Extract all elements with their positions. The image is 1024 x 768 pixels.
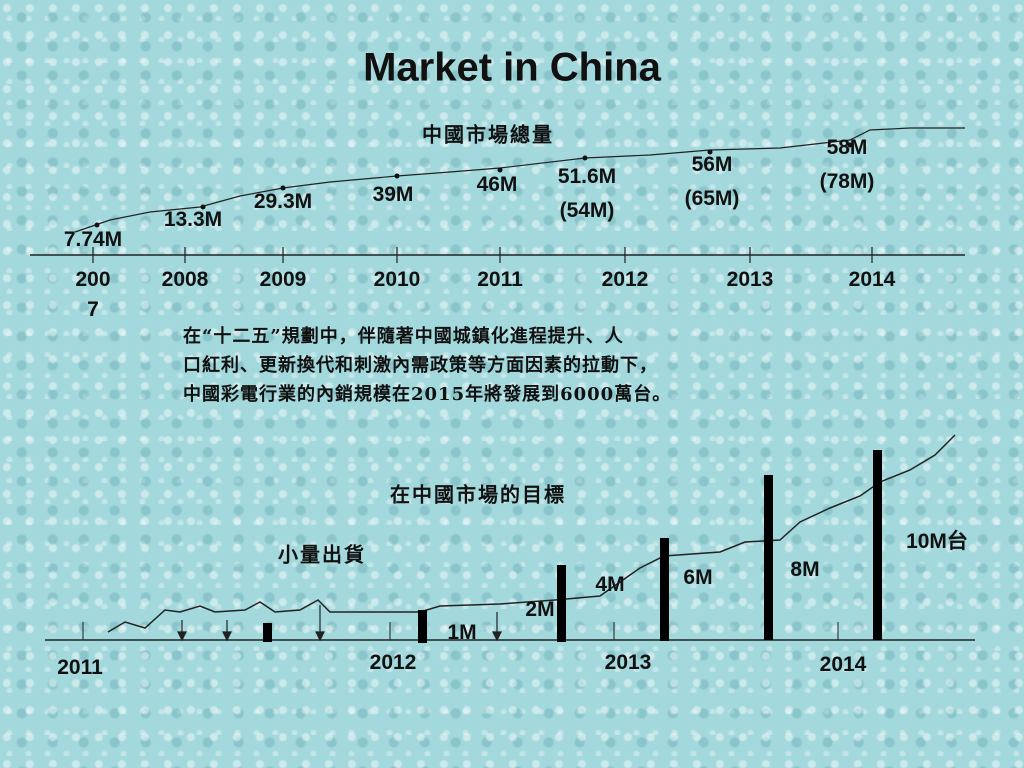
year-label: 2013: [604, 651, 652, 674]
target-label: 4M: [595, 573, 625, 596]
value-label: 13.3M: [163, 208, 223, 231]
trend-line: [74, 127, 965, 233]
year-label: 2013: [726, 268, 774, 291]
target-label: 8M: [790, 558, 820, 581]
value-label: 51.6M: [557, 165, 617, 188]
year-label: 2012: [601, 268, 649, 291]
year-label: 2010: [373, 268, 421, 291]
value-label: 46M: [476, 173, 518, 196]
point: [280, 185, 286, 191]
forecast-label: (54M): [559, 199, 615, 222]
annotation: 小量出貨: [278, 542, 366, 567]
value-label: 39M: [372, 183, 414, 206]
point: [394, 173, 400, 179]
tick-group: [92, 142, 873, 263]
year-label: 2009: [259, 268, 307, 291]
paragraph: 在“十二五”規劃中，伴隨著中國城鎮化進程提升、人 口紅利、更新換代和刺激內需政策…: [183, 322, 671, 409]
year-label: 2008: [161, 268, 209, 291]
chart-title: 中國市場總量: [422, 122, 554, 147]
target-label: 2M: [525, 598, 555, 621]
point: [94, 222, 100, 228]
year-label: 2007: [75, 268, 111, 321]
year-label: 2014: [819, 653, 867, 676]
value-label: 58M: [826, 136, 868, 159]
point: [200, 204, 206, 210]
slide-title: Market in China: [363, 45, 661, 90]
target-label: 10M台: [906, 530, 968, 553]
bars: [263, 450, 882, 643]
point: [847, 142, 853, 148]
point: [582, 155, 588, 161]
forecast-label: (78M): [819, 170, 875, 193]
point: [497, 167, 503, 173]
year-label: 2011: [477, 268, 523, 291]
point: [707, 149, 713, 155]
tick-group: [82, 622, 839, 640]
target-label: 6M: [683, 566, 713, 589]
chart-title: 在中國市場的目標: [390, 482, 566, 507]
value-label: 56M: [691, 153, 733, 176]
paragraph-line: 口紅利、更新換代和刺激內需政策等方面因素的拉動下，: [183, 355, 658, 376]
value-label: 7.74M: [63, 228, 123, 251]
paragraph-line: 在“十二五”規劃中，伴隨著中國城鎮化進程提升、人: [183, 326, 624, 347]
year-label: 2014: [848, 268, 896, 291]
trend-line: [107, 434, 956, 633]
year-label: 2012: [369, 651, 417, 674]
paragraph-line: 中國彩電行業的內銷規模在2015年將發展到6000萬台。: [183, 384, 672, 405]
year-label: 2011: [57, 656, 103, 679]
value-label: 29.3M: [253, 190, 313, 213]
arrows: [177, 605, 502, 642]
target-label: 1M: [447, 621, 477, 644]
forecast-label: (65M): [684, 187, 740, 210]
